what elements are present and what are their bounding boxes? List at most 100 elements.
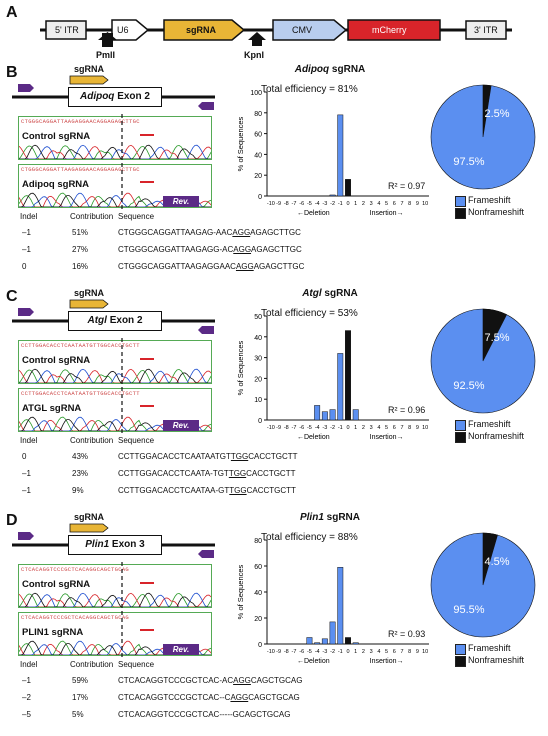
control-label: Control sgRNA <box>22 579 91 590</box>
x-tick-label: 3 <box>370 425 373 431</box>
sequence-value: CTCACAGGTCCCGCTCAC-ACAGGCAGCTGCAG <box>118 676 302 685</box>
x-tick-label: 1 <box>354 425 357 431</box>
bar--1 <box>337 114 344 197</box>
sequence-value: CCTTGGACACCTCAATAATGTTGGCACCTGCTT <box>118 452 298 461</box>
y-tick-label: 20 <box>254 173 262 180</box>
sgrna-tag: sgRNA <box>74 64 105 74</box>
bar-0 <box>345 637 351 645</box>
legend-frameshift: Frameshift <box>468 195 511 205</box>
x-tick-label: 8 <box>408 425 411 431</box>
vector-map <box>40 19 512 47</box>
x-tick-label: -3 <box>322 649 327 655</box>
y-axis-label: % of Sequences <box>236 340 245 395</box>
seq-post: CAGCTGCAG <box>248 693 300 702</box>
trace-path <box>19 368 211 383</box>
sgrna-label: sgRNA <box>186 25 217 35</box>
bar--1 <box>337 353 344 421</box>
bar-1 <box>352 409 359 421</box>
panel-label: B <box>6 64 18 81</box>
x-tick-label: 7 <box>400 201 403 207</box>
deletion-label: ←Deletion <box>297 210 330 217</box>
seq-pre: CCTTGGACACCTCAATA-TGT <box>118 469 229 478</box>
chromatogram-bases: CTGGGCAGGATTAAGAGGAACAGGAGAGCTTGC <box>21 118 140 125</box>
cut-line <box>121 562 154 658</box>
seq-pam: AGG <box>235 262 254 271</box>
header-sequence: Sequence <box>118 212 155 221</box>
legend-frameshift-swatch <box>455 196 466 207</box>
bar--5 <box>306 637 313 645</box>
x-tick-label: 2 <box>362 201 365 207</box>
x-tick-label: -3 <box>322 425 327 431</box>
pie-label-nonframeshift: 4.5% <box>484 556 509 568</box>
x-tick-label: 8 <box>408 649 411 655</box>
bar--2 <box>329 409 336 421</box>
u6-label: U6 <box>117 25 129 35</box>
x-tick-label: 10 <box>422 201 428 207</box>
legend-nonframeshift-swatch <box>455 208 466 219</box>
efficiency-label: Total efficiency = 81% <box>261 84 358 95</box>
cmv-label: CMV <box>292 25 312 35</box>
r2-label: R² = 0.96 <box>388 405 426 415</box>
x-tick-label: -3 <box>322 201 327 207</box>
trace-path <box>19 592 211 607</box>
rev-tag: Rev. <box>163 420 199 431</box>
seq-pre: CCTTGGACACCTCAATAA-GT <box>118 486 230 495</box>
trace <box>19 592 211 607</box>
indel-value: 0 <box>22 452 27 461</box>
cut-line <box>121 114 154 210</box>
sequence-value: CCTTGGACACCTCAATAA-GTTGGCACCTGCTT <box>118 486 296 495</box>
bar--4 <box>314 405 321 421</box>
seq-pam: AGG <box>230 693 249 702</box>
x-tick-label: -10 <box>267 425 275 431</box>
y-tick-label: 30 <box>254 356 262 363</box>
itr5-label: 5' ITR <box>55 25 79 35</box>
x-tick-label: 4 <box>377 425 380 431</box>
header-indel: Indel <box>20 436 38 445</box>
indel-value: –1 <box>22 245 31 254</box>
panel-b: B sgRNA Adipoq Exon 2 CTGGGCAGGATTAAGAGG… <box>0 64 548 284</box>
legend-nonframeshift: Nonframeshift <box>468 655 525 665</box>
sgrna-tag: sgRNA <box>74 288 105 298</box>
edited-chromatogram: CTGGGCAGGATTAAGAGGAACAGGAGAGCTTGC Adipoq… <box>18 164 212 208</box>
x-tick-label: 3 <box>370 649 373 655</box>
exon-number: Exon 3 <box>109 539 145 550</box>
x-tick-label: -4 <box>315 425 320 431</box>
trace-path <box>19 416 211 431</box>
x-tick-label: -6 <box>299 425 304 431</box>
legend-nonframeshift-swatch <box>455 432 466 443</box>
y-tick-label: 40 <box>254 335 262 342</box>
edit-label: Adipoq sgRNA <box>22 179 90 190</box>
trace-path <box>19 192 211 207</box>
x-tick-label: -1 <box>338 201 343 207</box>
pie-label-frameshift: 92.5% <box>453 380 484 392</box>
header-contribution: Contribution <box>70 436 114 445</box>
header-sequence: Sequence <box>118 436 155 445</box>
trace-path <box>19 368 211 383</box>
edit-label: ATGL sgRNA <box>22 403 82 414</box>
seq-post: CACCTGCTT <box>248 452 298 461</box>
y-axis-label: % of Sequences <box>236 116 245 171</box>
gene-name: Plin1 <box>85 539 110 550</box>
control-chromatogram: CTCACAGGTCCCGCTCACAGGCAGCTGCAG Control s… <box>18 564 212 608</box>
gene-name: Atgl <box>87 315 107 326</box>
x-tick-label: -2 <box>330 425 335 431</box>
chromatogram-bases: CTCACAGGTCCCGCTCACAGGCAGCTGCAG <box>21 614 130 621</box>
x-tick-label: 2 <box>362 649 365 655</box>
x-tick-label: -2 <box>330 201 335 207</box>
y-tick-label: 60 <box>254 564 262 571</box>
sequence-value: CTGGGCAGGATTAAGAG-AACAGGAGAGCTTGC <box>118 228 301 237</box>
insertion-label: Insertion→ <box>370 210 404 217</box>
control-chromatogram: CTGGGCAGGATTAAGAGGAACAGGAGAGCTTGC Contro… <box>18 116 212 160</box>
x-tick-label: -8 <box>284 425 289 431</box>
sequence-value: CTCACAGGTCCCGCTCAC-----GCAGCTGCAG <box>118 710 290 719</box>
bar-0 <box>345 179 351 197</box>
y-tick-label: 80 <box>254 111 262 118</box>
gene-name: Adipoq <box>79 91 115 102</box>
indel-value: –5 <box>22 710 31 719</box>
x-tick-label: 3 <box>370 201 373 207</box>
y-tick-label: 0 <box>258 194 262 201</box>
contribution-value: 23% <box>72 469 89 478</box>
trace-path <box>19 192 211 207</box>
contribution-value: 16% <box>72 262 89 271</box>
sequence-value: CTGGGCAGGATTAAGAGG-ACAGGAGAGCTTGC <box>118 245 302 254</box>
